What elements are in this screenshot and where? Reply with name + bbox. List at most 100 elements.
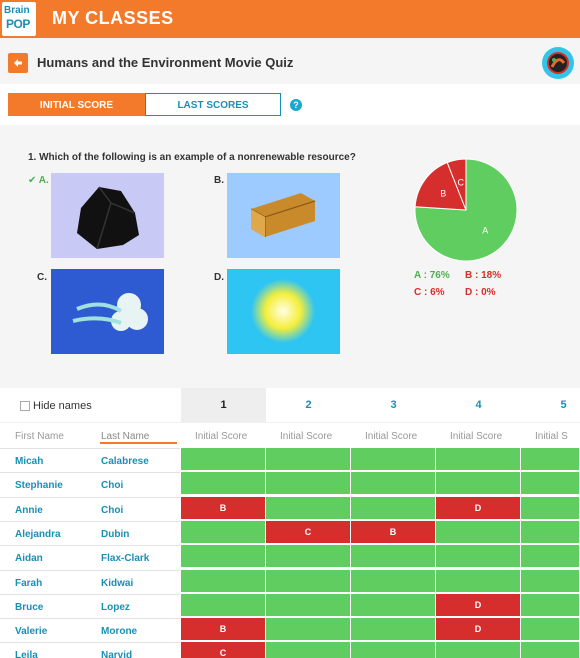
hide-names-checkbox[interactable] xyxy=(20,401,30,411)
score-cell xyxy=(266,570,351,593)
legend-a: A : 76% xyxy=(414,270,450,281)
score-cell: D xyxy=(436,497,521,520)
first-name[interactable]: Valerie xyxy=(15,626,48,637)
first-name-header[interactable]: First Name xyxy=(15,431,64,442)
first-name[interactable]: Aidan xyxy=(15,553,43,564)
tab-initial-score[interactable]: INITIAL SCORE xyxy=(8,93,145,116)
option-b-image xyxy=(227,173,340,258)
arrow-left-icon xyxy=(14,59,22,67)
score-cell xyxy=(181,594,266,617)
last-name-header[interactable]: Last Name xyxy=(101,431,150,442)
help-icon[interactable]: ? xyxy=(290,99,302,111)
avatar[interactable] xyxy=(542,47,574,79)
legend-c: C : 6% xyxy=(414,287,445,298)
score-cell: B xyxy=(351,521,436,544)
score-cell xyxy=(436,448,521,471)
score-cell xyxy=(266,472,351,495)
question-text: 1. Which of the following is an example … xyxy=(28,152,356,163)
score-cell xyxy=(521,545,580,568)
question-tab-1[interactable]: 1 xyxy=(181,388,266,423)
score-cell xyxy=(351,448,436,471)
score-cell xyxy=(351,472,436,495)
score-header-1: Initial Score xyxy=(195,431,248,442)
option-d-image xyxy=(227,269,340,354)
question-tab-2[interactable]: 2 xyxy=(305,399,312,411)
score-cell xyxy=(266,545,351,568)
score-cell xyxy=(181,521,266,544)
last-name[interactable]: Flax-Clark xyxy=(101,553,150,564)
quiz-title: Humans and the Environment Movie Quiz xyxy=(37,55,294,70)
score-cell xyxy=(266,618,351,641)
last-name[interactable]: Lopez xyxy=(101,602,130,613)
option-d-label: D. xyxy=(214,272,224,283)
score-cell: D xyxy=(436,618,521,641)
first-name[interactable]: Micah xyxy=(15,456,44,467)
score-cell xyxy=(521,570,580,593)
table-row: Alejandra Dubin xyxy=(0,521,180,545)
score-cell xyxy=(181,570,266,593)
coal-icon xyxy=(51,173,164,258)
first-name[interactable]: Alejandra xyxy=(15,529,61,540)
quiz-title-bar: Humans and the Environment Movie Quiz xyxy=(0,38,580,84)
table-row: Valerie Morone xyxy=(0,618,180,642)
logo-line-1: Brain xyxy=(4,5,30,16)
last-name[interactable]: Choi xyxy=(101,505,124,516)
score-cell: B xyxy=(181,618,266,641)
table-row: Micah Calabrese xyxy=(0,448,180,472)
sorted-column-underline xyxy=(100,442,177,444)
first-name[interactable]: Bruce xyxy=(15,602,44,613)
score-cell xyxy=(436,642,521,658)
tab-last-scores[interactable]: LAST SCORES xyxy=(145,93,281,116)
last-name[interactable]: Morone xyxy=(101,626,138,637)
score-cell xyxy=(521,521,580,544)
last-name[interactable]: Kidwai xyxy=(101,578,134,589)
wind-icon xyxy=(51,269,164,354)
score-header-5: Initial S xyxy=(535,431,568,442)
score-cell xyxy=(351,642,436,658)
last-name[interactable]: Dubin xyxy=(101,529,130,540)
hide-names-label: Hide names xyxy=(33,400,92,412)
question-tab-4[interactable]: 4 xyxy=(475,399,482,411)
back-button[interactable] xyxy=(8,53,28,73)
pie-label-c: C xyxy=(457,177,464,187)
question-tab-3[interactable]: 3 xyxy=(390,399,397,411)
last-name[interactable]: Calabrese xyxy=(101,456,149,467)
sun-icon xyxy=(227,269,340,354)
last-name[interactable]: Choi xyxy=(101,480,124,491)
score-cell xyxy=(351,594,436,617)
pie-label-a: A xyxy=(482,225,488,235)
score-cell xyxy=(181,472,266,495)
option-c-image xyxy=(51,269,164,354)
table-header-strip xyxy=(0,388,580,423)
option-a-label: ✔ A. xyxy=(28,175,49,186)
score-header-3: Initial Score xyxy=(365,431,418,442)
user-avatar-icon xyxy=(547,52,569,74)
pie-slice-c xyxy=(446,158,467,211)
score-cell xyxy=(266,497,351,520)
score-cell xyxy=(436,521,521,544)
legend-d: D : 0% xyxy=(465,287,496,298)
option-a-image xyxy=(51,173,164,258)
score-cell xyxy=(266,448,351,471)
brainpop-logo[interactable]: Brain POP xyxy=(2,2,36,36)
first-name[interactable]: Annie xyxy=(15,505,43,516)
logo-line-2: POP xyxy=(6,17,30,31)
score-cell xyxy=(521,497,580,520)
table-row: Aidan Flax-Clark xyxy=(0,545,180,569)
question-tab-5[interactable]: 5 xyxy=(560,399,567,411)
score-cell: B xyxy=(181,497,266,520)
table-row: Leila Narvid xyxy=(0,642,180,658)
pie-slice-b xyxy=(414,161,467,211)
score-cell xyxy=(436,570,521,593)
legend-b: B : 18% xyxy=(465,270,502,281)
score-cell xyxy=(521,618,580,641)
score-cell: C xyxy=(181,642,266,658)
first-name[interactable]: Farah xyxy=(15,578,43,589)
last-name[interactable]: Narvid xyxy=(101,650,133,658)
table-row: Farah Kidwai xyxy=(0,570,180,594)
first-name[interactable]: Leila xyxy=(15,650,38,658)
score-cell: C xyxy=(266,521,351,544)
score-cell xyxy=(181,448,266,471)
score-cell xyxy=(351,570,436,593)
first-name[interactable]: Stephanie xyxy=(15,480,63,491)
